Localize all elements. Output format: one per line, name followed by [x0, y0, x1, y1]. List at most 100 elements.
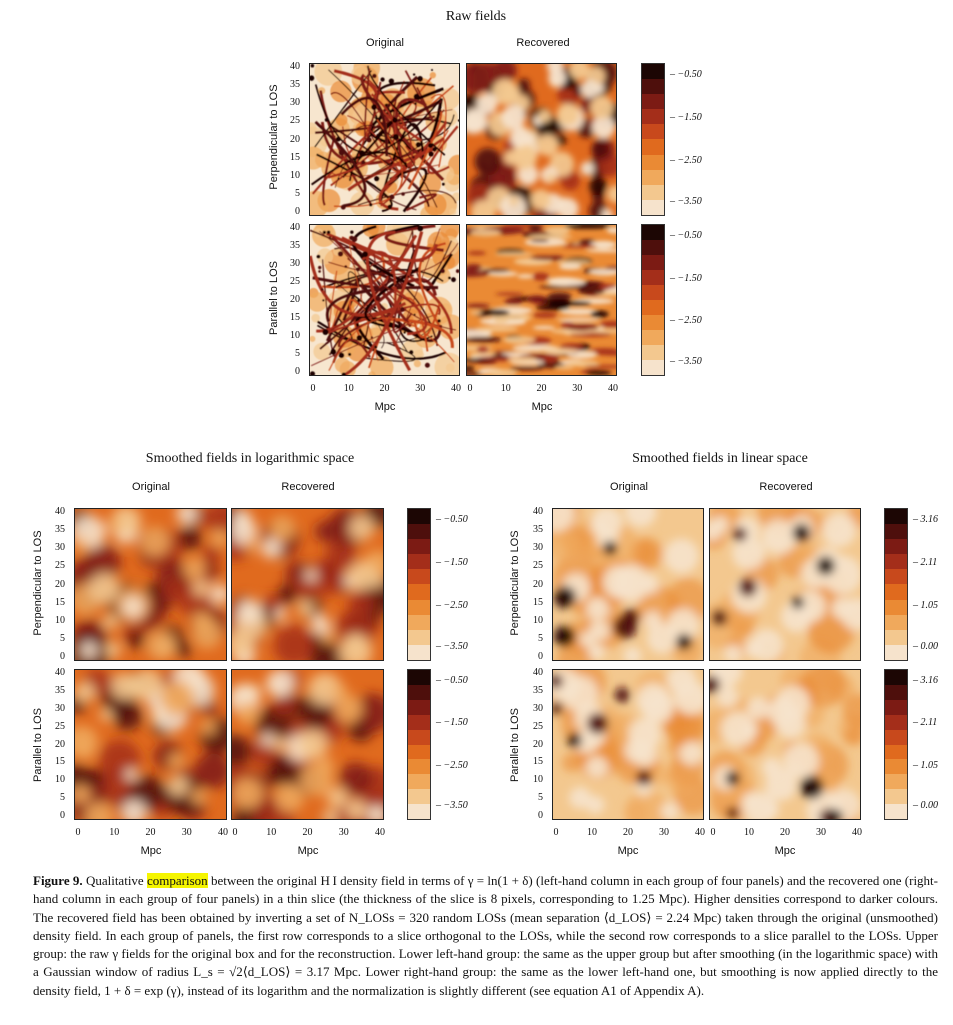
y-tick-label: 20	[533, 578, 543, 590]
y-tick-label: 5	[538, 632, 543, 644]
colorbar-tick-label: – −0.50	[670, 69, 702, 81]
raw-xlabel-right: Mpc	[531, 401, 553, 413]
x-tick-label: 0	[232, 827, 238, 838]
x-tick-label: 30	[181, 827, 192, 838]
x-tick-label: 40	[375, 827, 385, 838]
y-tick-label: 10	[55, 614, 65, 626]
log-col-original: Original	[132, 481, 170, 493]
figure-caption: Figure 9. Qualitative comparison between…	[33, 872, 938, 1000]
x-tick-label: 10	[744, 827, 754, 838]
y-tick-label: 35	[533, 524, 543, 536]
raw-col-recovered: Recovered	[516, 37, 570, 49]
density-field-image	[553, 670, 703, 819]
y-tick-label: 25	[290, 276, 300, 287]
raw-colorbar-top	[641, 63, 665, 216]
x-tick-label: 0	[310, 383, 316, 394]
y-tick-label: 0	[538, 651, 543, 662]
density-field-image	[75, 670, 226, 819]
y-tick-label: 0	[60, 810, 65, 821]
raw-original-perp-panel	[309, 63, 460, 216]
y-tick-label: 15	[290, 312, 300, 323]
log-xlabel-left: Mpc	[140, 845, 162, 857]
density-field-image	[710, 509, 860, 660]
raw-col-original: Original	[366, 37, 404, 49]
lin-xlabel-right: Mpc	[774, 845, 796, 857]
x-tick-label: 30	[572, 383, 583, 394]
colorbar-step	[642, 154, 664, 170]
colorbar-step	[885, 539, 907, 555]
log-recovered-perp-panel	[231, 508, 384, 661]
y-tick-label: 25	[290, 115, 300, 127]
y-tick-label: 25	[55, 720, 65, 732]
x-tick-label: 10	[109, 827, 120, 838]
colorbar-step	[408, 729, 430, 745]
y-tick-label: 10	[533, 614, 543, 626]
y-tick-label: 40	[55, 667, 65, 678]
lin-group-title: Smoothed fields in linear space	[632, 451, 808, 466]
colorbar-tick-label: – −3.50	[670, 196, 702, 208]
y-tick-label: 40	[55, 506, 65, 517]
colorbar-step	[885, 789, 907, 805]
colorbar-step	[642, 139, 664, 155]
y-tick-label: 30	[290, 258, 300, 269]
y-tick-label: 20	[290, 294, 300, 305]
log-row2-label: Parallel to LOS	[32, 708, 44, 782]
colorbar-step	[408, 629, 430, 645]
y-tick-label: 25	[533, 720, 543, 732]
colorbar-step	[408, 670, 430, 685]
y-tick-label: 5	[295, 187, 300, 199]
y-tick-label: 30	[55, 702, 65, 714]
colorbar-step	[642, 64, 664, 80]
colorbar-step	[408, 804, 430, 820]
caption-highlight: comparison	[147, 873, 208, 888]
x-tick-label: 30	[338, 827, 349, 838]
colorbar-step	[642, 330, 664, 345]
colorbar-step	[885, 804, 907, 820]
colorbar-tick-label: – 1.05	[913, 759, 938, 771]
log-colorbar-bottom	[407, 669, 431, 820]
colorbar-step	[885, 774, 907, 790]
caption-label: Figure 9.	[33, 873, 83, 888]
colorbar-step	[885, 629, 907, 645]
colorbar-step	[642, 270, 664, 285]
lin-col-recovered: Recovered	[759, 481, 813, 493]
colorbar-tick-label: – −0.50	[436, 514, 468, 526]
y-tick-label: 15	[533, 596, 543, 608]
colorbar-tick-label: – 3.16	[913, 675, 938, 687]
lin-original-perp-panel	[552, 508, 704, 661]
colorbar-step	[408, 569, 430, 585]
colorbar-step	[642, 360, 664, 375]
lin-original-par-panel	[552, 669, 704, 820]
colorbar-tick-label: – 2.11	[913, 557, 938, 569]
density-field-image	[232, 670, 383, 819]
density-field-image	[467, 225, 616, 375]
colorbar-step	[408, 644, 430, 660]
colorbar-step	[642, 124, 664, 140]
colorbar-step	[642, 109, 664, 125]
log-colorbar-top	[407, 508, 431, 661]
x-tick-label: 40	[218, 827, 228, 838]
y-tick-label: 40	[290, 222, 300, 233]
x-tick-label: 0	[75, 827, 81, 838]
colorbar-step	[642, 94, 664, 110]
y-tick-label: 40	[533, 667, 543, 678]
colorbar-step	[885, 729, 907, 745]
raw-recovered-perp-panel	[466, 63, 617, 216]
colorbar-step	[885, 644, 907, 660]
colorbar-step	[885, 569, 907, 585]
colorbar-step	[885, 599, 907, 615]
colorbar-step	[642, 199, 664, 215]
y-tick-label: 0	[295, 206, 300, 217]
colorbar-step	[408, 614, 430, 630]
colorbar-step	[408, 599, 430, 615]
colorbar-step	[885, 744, 907, 760]
colorbar-tick-label: – −1.50	[670, 272, 702, 284]
lin-row1-label: Perpendicular to LOS	[509, 530, 521, 636]
colorbar-step	[408, 699, 430, 715]
colorbar-step	[408, 684, 430, 700]
x-tick-label: 20	[780, 827, 790, 838]
y-tick-label: 30	[533, 542, 543, 554]
y-tick-label: 5	[60, 632, 65, 644]
colorbar-step	[642, 300, 664, 315]
raw-recovered-par-panel	[466, 224, 617, 376]
